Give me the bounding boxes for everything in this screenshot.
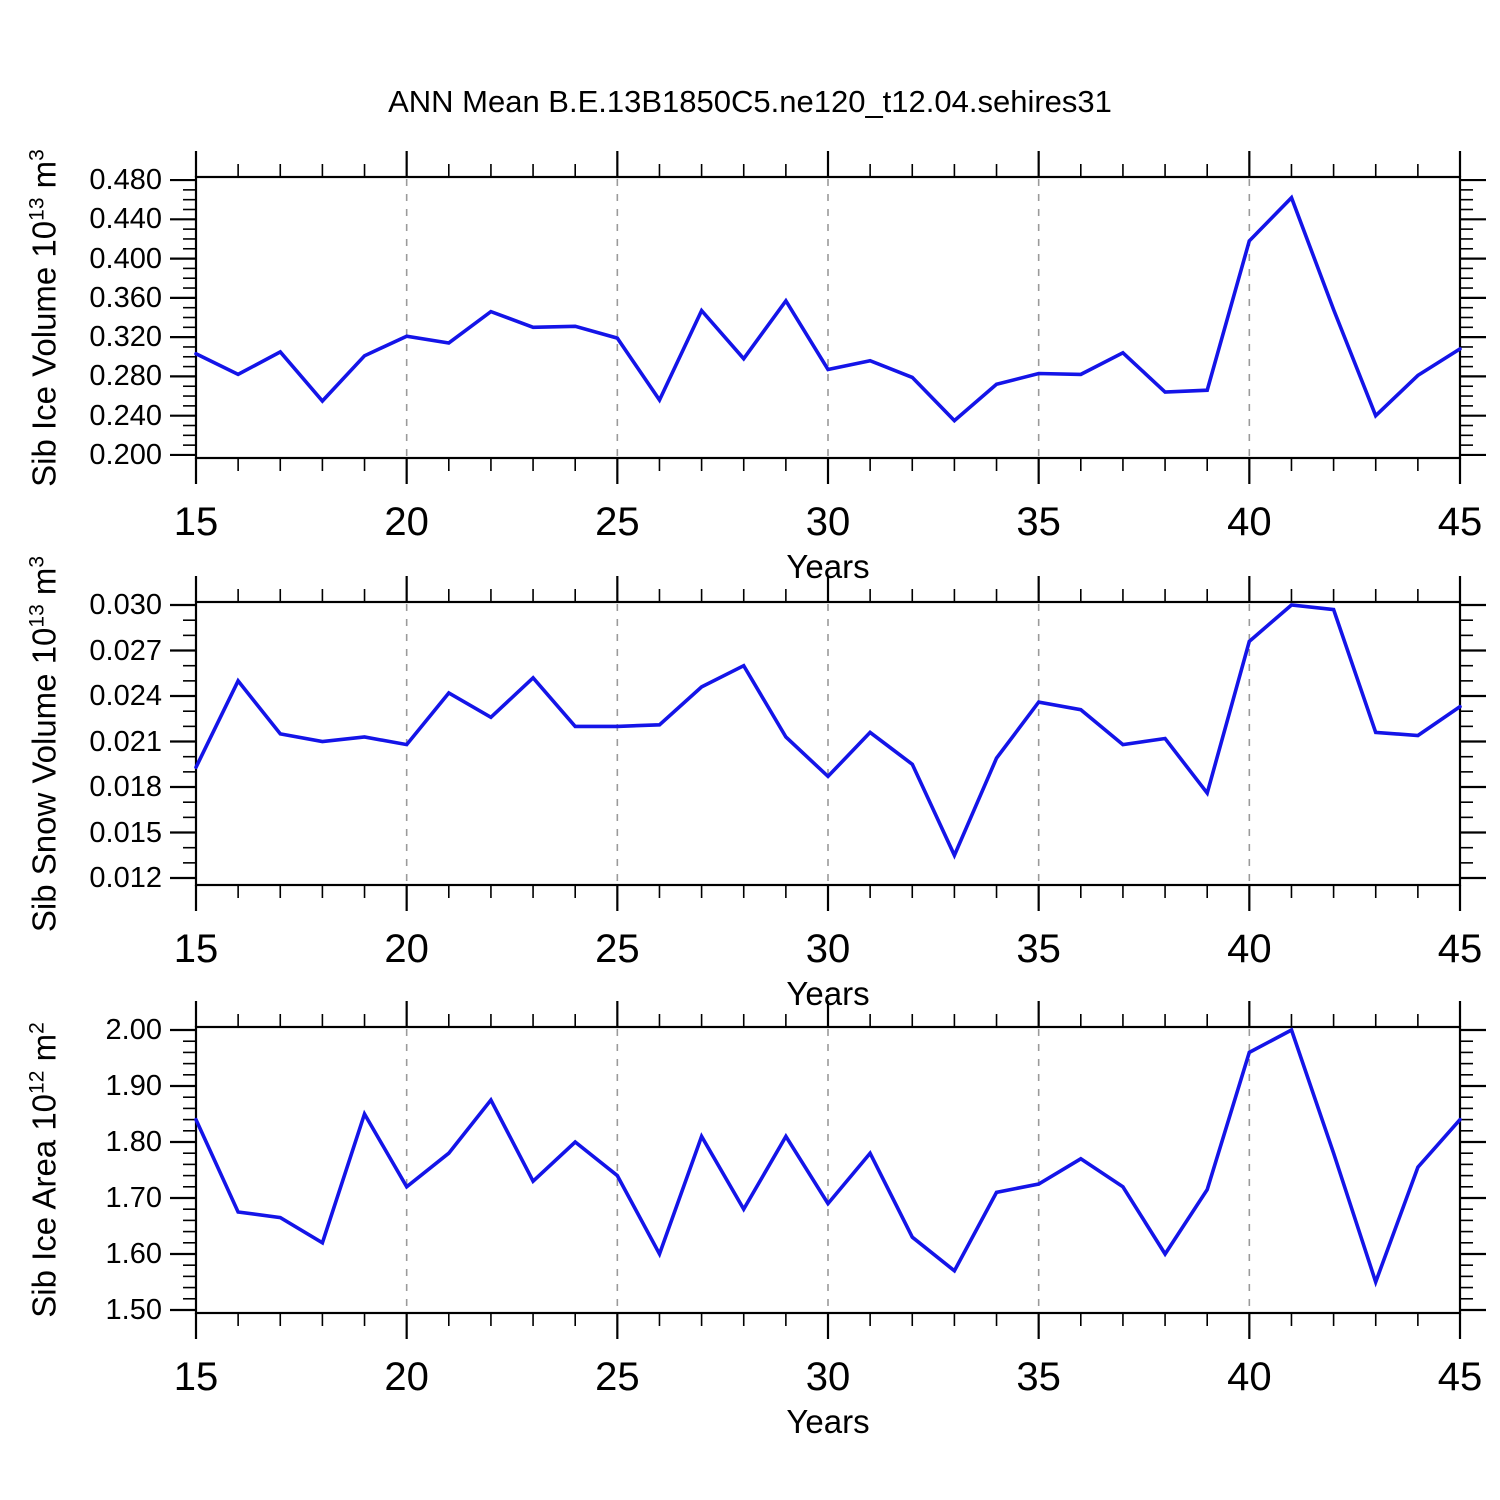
x-tick-label: 20 (384, 500, 429, 544)
y-tick-label: 0.440 (89, 203, 162, 236)
chart-title: ANN Mean B.E.13B1850C5.ne120_t12.04.sehi… (388, 84, 1112, 119)
y-tick-label: 0.024 (89, 680, 162, 713)
y-tick-label: 0.030 (89, 589, 162, 622)
x-tick-label: 25 (595, 1355, 640, 1399)
y-tick-label: 0.280 (89, 360, 162, 393)
plot-frame (194, 1025, 1462, 1315)
x-axis-title-years-1: Years (786, 548, 870, 585)
y-tick-label: 0.027 (89, 634, 162, 667)
y-tick-label: 0.480 (89, 164, 162, 197)
y-tick-label: 1.60 (105, 1237, 162, 1270)
y-tick-label: 0.018 (89, 771, 162, 804)
x-tick-label: 35 (1016, 1355, 1061, 1399)
y-tick-label: 1.80 (105, 1126, 162, 1158)
x-tick-label: 45 (1437, 500, 1483, 544)
x-tick-label: 35 (1016, 927, 1061, 971)
x-tick-label: 15 (173, 1355, 219, 1399)
x-tick-label: 15 (173, 500, 219, 544)
y-tick-label: 0.320 (89, 321, 162, 354)
x-tick-label: 15 (173, 927, 219, 971)
y-tick-label: 0.400 (89, 242, 162, 275)
x-tick-label: 30 (805, 500, 851, 544)
y-axis-title-unit-exponent: 3 (25, 555, 49, 568)
x-tick-label: 40 (1227, 1355, 1272, 1399)
x-tick-label: 25 (595, 927, 640, 971)
y-tick-label: 0.200 (89, 438, 162, 471)
y-tick-label: 0.360 (89, 281, 162, 314)
y-axis-title-ice-area: Sib Ice Area 1012 m2 (26, 1022, 63, 1318)
y-tick-label: 1.90 (105, 1070, 162, 1102)
y-tick-label: 0.012 (89, 862, 162, 895)
x-tick-label: 40 (1227, 927, 1272, 971)
x-tick-label: 20 (384, 927, 429, 971)
x-tick-label: 45 (1437, 1355, 1483, 1399)
x-tick-label: 30 (805, 1355, 851, 1399)
panel-plot-sib-ice-volume (170, 151, 1486, 484)
panel-plot-sib-ice-area (170, 1001, 1486, 1339)
x-tick-label: 30 (805, 927, 851, 971)
series-line-sib-ice-volume (194, 194, 1462, 424)
x-axis-title-years-3: Years (786, 1403, 870, 1440)
y-axis-title-unit-exponent: 3 (25, 148, 49, 161)
plot-frame (194, 600, 1462, 887)
plot-frame (194, 175, 1462, 460)
x-axis-title-years-2: Years (786, 975, 870, 1012)
panel-plot-sib-snow-volume (170, 576, 1486, 911)
x-tick-label: 25 (595, 500, 640, 544)
y-tick-label: 1.70 (105, 1181, 162, 1214)
x-tick-label: 20 (384, 1355, 429, 1399)
y-tick-label: 0.015 (89, 816, 162, 849)
series-line-sib-snow-volume (194, 603, 1462, 860)
y-tick-label: 1.50 (105, 1293, 162, 1326)
x-tick-label: 35 (1016, 500, 1061, 544)
series-line-sib-ice-area (194, 1027, 1462, 1288)
y-axis-title-ice-volume: Sib Ice Volume 1013 m3 (25, 148, 63, 487)
x-tick-label: 40 (1227, 500, 1272, 544)
x-tick-label: 45 (1437, 927, 1483, 971)
y-tick-label: 0.240 (89, 399, 162, 432)
y-tick-label: 2.00 (105, 1014, 162, 1047)
y-tick-label: 0.021 (89, 725, 162, 758)
